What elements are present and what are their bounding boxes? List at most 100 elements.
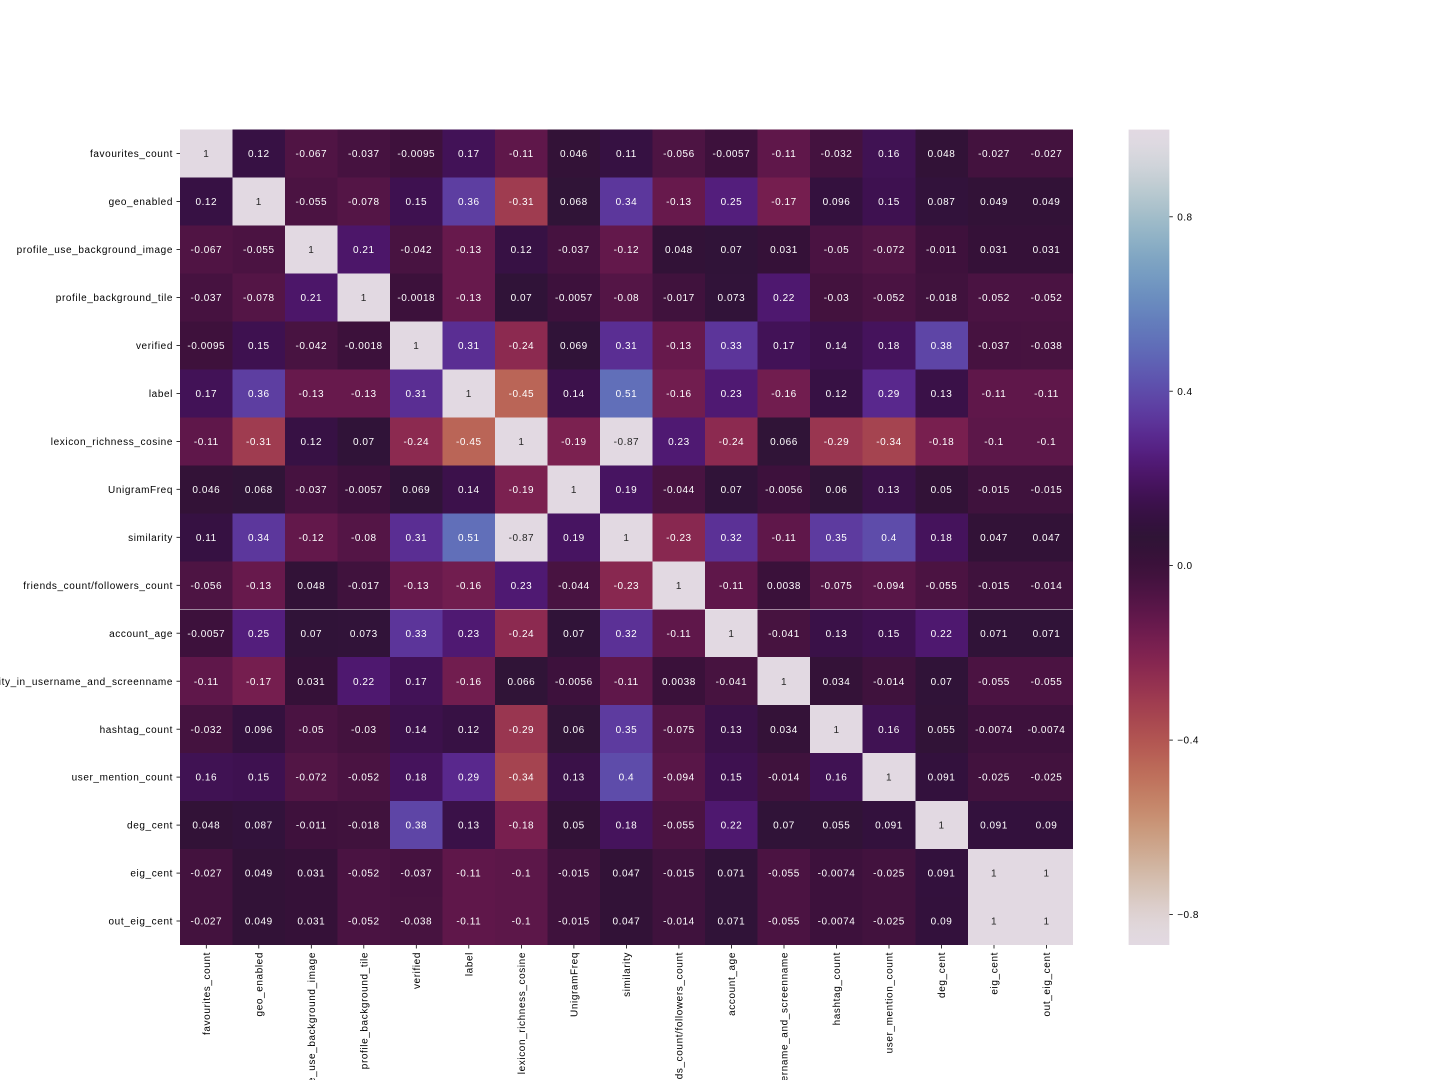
svg-text:0.17: 0.17 [773,341,795,352]
svg-text:-0.055: -0.055 [926,581,958,592]
svg-text:-0.014: -0.014 [768,773,800,784]
svg-text:0.35: 0.35 [826,533,848,544]
svg-text:-0.038: -0.038 [1031,341,1063,352]
svg-text:0.16: 0.16 [195,773,217,784]
svg-text:0.031: 0.031 [297,917,325,928]
svg-text:-0.05: -0.05 [299,725,325,736]
svg-text:0.29: 0.29 [878,389,900,400]
svg-text:0.14: 0.14 [563,389,585,400]
svg-text:-0.13: -0.13 [404,581,430,592]
svg-text:-0.027: -0.027 [190,917,222,928]
svg-text:-0.12: -0.12 [299,533,325,544]
svg-text:0.14: 0.14 [458,485,480,496]
svg-text:-0.11: -0.11 [194,437,219,448]
svg-text:0.31: 0.31 [405,389,427,400]
svg-text:-0.038: -0.038 [400,917,432,928]
svg-text:-0.015: -0.015 [558,917,590,928]
svg-text:-0.24: -0.24 [404,437,430,448]
svg-text:0.07: 0.07 [773,821,795,832]
svg-text:0.51: 0.51 [616,389,638,400]
svg-text:-0.041: -0.041 [768,629,800,640]
svg-text:-0.34: -0.34 [509,773,535,784]
svg-text:-0.13: -0.13 [246,581,272,592]
svg-text:-0.055: -0.055 [768,869,800,880]
svg-text:friends_count/followers_count: friends_count/followers_count [675,952,686,1080]
svg-text:-0.03: -0.03 [824,293,850,304]
svg-text:0.0038: 0.0038 [767,581,801,592]
svg-text:-0.34: -0.34 [876,437,902,448]
svg-text:0.33: 0.33 [721,341,743,352]
svg-text:-0.015: -0.015 [1031,485,1063,496]
svg-text:-0.055: -0.055 [1031,677,1063,688]
svg-text:-0.29: -0.29 [824,437,850,448]
svg-text:0.047: 0.047 [613,869,641,880]
svg-text:1: 1 [413,341,419,352]
svg-text:-0.017: -0.017 [663,293,695,304]
svg-text:-0.19: -0.19 [561,437,587,448]
svg-text:-0.13: -0.13 [456,245,482,256]
svg-text:-0.11: -0.11 [666,629,691,640]
svg-text:0.15: 0.15 [878,197,900,208]
svg-text:-0.018: -0.018 [348,821,380,832]
svg-text:-0.027: -0.027 [978,149,1010,160]
svg-text:0.069: 0.069 [560,341,588,352]
svg-text:-0.45: -0.45 [456,437,482,448]
svg-text:-0.08: -0.08 [614,293,640,304]
svg-text:1: 1 [308,245,314,256]
svg-text:UnigramFreq: UnigramFreq [108,485,173,496]
svg-text:0.07: 0.07 [721,485,743,496]
svg-text:-0.23: -0.23 [614,581,640,592]
svg-text:0.087: 0.087 [928,197,956,208]
svg-text:0.09: 0.09 [1036,821,1058,832]
svg-text:0.031: 0.031 [1033,245,1061,256]
svg-text:-0.015: -0.015 [558,869,590,880]
svg-text:0.13: 0.13 [931,389,953,400]
svg-text:0.046: 0.046 [192,485,220,496]
svg-text:-0.052: -0.052 [978,293,1010,304]
svg-text:-0.078: -0.078 [243,293,275,304]
svg-text:0.066: 0.066 [508,677,536,688]
svg-text:0.07: 0.07 [721,245,743,256]
svg-text:0.51: 0.51 [458,533,480,544]
svg-text:-0.16: -0.16 [456,677,482,688]
svg-text:0.35: 0.35 [616,725,638,736]
svg-text:0.07: 0.07 [353,437,375,448]
svg-text:eig_cent: eig_cent [990,952,1001,995]
svg-text:-0.037: -0.037 [348,149,380,160]
svg-text:0.048: 0.048 [192,821,220,832]
svg-text:0.21: 0.21 [353,245,375,256]
svg-text:0.13: 0.13 [878,485,900,496]
svg-text:-0.052: -0.052 [348,917,380,928]
svg-text:0.22: 0.22 [721,821,743,832]
svg-text:0.031: 0.031 [297,677,325,688]
svg-text:-0.16: -0.16 [456,581,482,592]
svg-text:-0.24: -0.24 [509,629,535,640]
svg-text:0.071: 0.071 [718,917,746,928]
svg-text:0.4: 0.4 [619,773,635,784]
svg-text:-0.042: -0.042 [295,341,327,352]
svg-text:0.071: 0.071 [718,869,746,880]
svg-text:similarity: similarity [622,952,633,997]
svg-text:-0.0057: -0.0057 [555,293,593,304]
svg-text:-0.18: -0.18 [509,821,535,832]
svg-text:-0.31: -0.31 [509,197,535,208]
svg-text:profile_use_background_image: profile_use_background_image [307,952,318,1080]
svg-text:0.06: 0.06 [563,725,585,736]
svg-text:UnigramFreq: UnigramFreq [570,952,581,1017]
svg-text:0.087: 0.087 [245,821,273,832]
svg-text:-0.037: -0.037 [978,341,1010,352]
svg-text:-0.13: -0.13 [299,389,325,400]
svg-text:−0.4: −0.4 [1177,736,1199,747]
svg-text:0.096: 0.096 [823,197,851,208]
svg-text:0.31: 0.31 [405,533,427,544]
svg-text:-0.025: -0.025 [873,917,905,928]
svg-text:0.11: 0.11 [616,149,637,160]
svg-text:-0.037: -0.037 [400,869,432,880]
svg-text:0.23: 0.23 [511,581,533,592]
svg-text:0.091: 0.091 [928,869,956,880]
svg-text:-0.014: -0.014 [873,677,905,688]
svg-text:0.17: 0.17 [405,677,427,688]
svg-text:0.23: 0.23 [721,389,743,400]
svg-text:out_eig_cent: out_eig_cent [1042,952,1053,1016]
svg-text:−0.8: −0.8 [1177,910,1199,921]
